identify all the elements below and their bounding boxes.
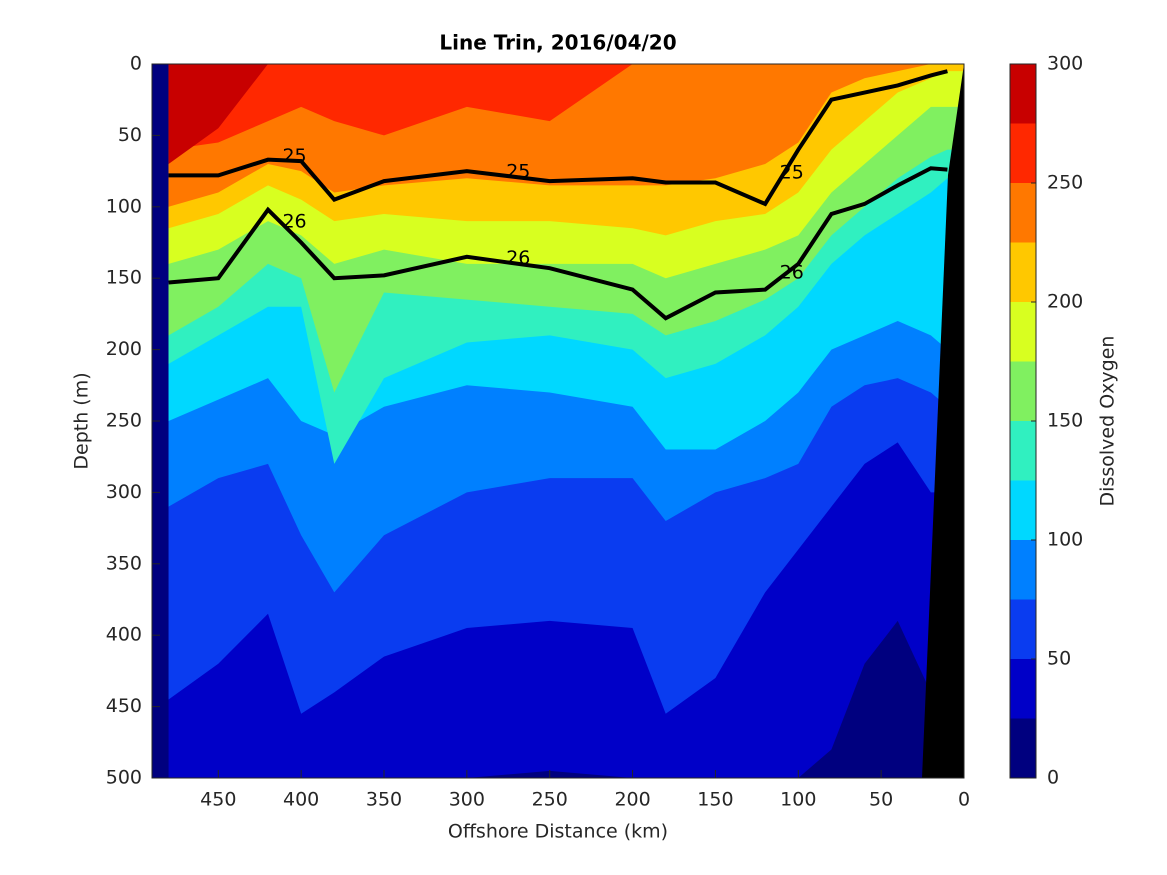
colorbar-tick-label: 0: [1047, 767, 1059, 789]
contour-fill: [168, 64, 964, 150]
colorbar-swatch: [1010, 540, 1036, 600]
colorbar-swatch: [1010, 718, 1036, 778]
y-tick-label: 350: [106, 552, 142, 574]
contour-label: 25: [282, 145, 306, 167]
colorbar-swatch: [1010, 659, 1036, 719]
x-tick-label: 300: [449, 789, 485, 811]
isopycnal-line: [168, 166, 948, 321]
contour-label: 25: [506, 161, 530, 183]
colorbar-tick-label: 200: [1047, 291, 1083, 313]
x-tick-label: 200: [614, 789, 650, 811]
y-tick-label: 300: [106, 481, 142, 503]
x-tick-label: 350: [366, 789, 402, 811]
colorbar-swatch: [1010, 242, 1036, 302]
colorbar-swatch: [1010, 183, 1036, 243]
contour-label: 26: [780, 261, 804, 283]
x-tick-label: 100: [780, 789, 816, 811]
contour-label: 26: [282, 211, 306, 233]
colorbar-tick-label: 300: [1047, 53, 1083, 75]
x-tick-label: 50: [869, 789, 893, 811]
x-tick-label: 150: [697, 789, 733, 811]
colorbar-tick-label: 250: [1047, 172, 1083, 194]
colorbar-swatch: [1010, 480, 1036, 540]
land-mask: [922, 64, 964, 778]
y-tick-label: 400: [106, 624, 142, 646]
colorbar-swatch: [1010, 123, 1036, 183]
plot-area: 25 25 25 26 26 26: [152, 64, 964, 778]
colorbar-tick-label: 150: [1047, 410, 1083, 432]
x-tick-label: 0: [958, 789, 970, 811]
colorbar-label: Dissolved Oxygen: [1097, 336, 1119, 507]
x-tick-label: 250: [532, 789, 568, 811]
x-tick-label: 450: [200, 789, 236, 811]
contour-label: 25: [780, 161, 804, 183]
colorbar-swatch: [1010, 599, 1036, 659]
y-tick-label: 0: [130, 53, 142, 75]
y-tick-label: 50: [118, 124, 142, 146]
x-axis-label: Offshore Distance (km): [448, 821, 668, 843]
y-tick-label: 250: [106, 410, 142, 432]
y-tick-label: 200: [106, 338, 142, 360]
y-tick-label: 500: [106, 767, 142, 789]
chart-title: Line Trin, 2016/04/20: [439, 31, 676, 55]
x-tick-label: 400: [283, 789, 319, 811]
colorbar-swatch: [1010, 361, 1036, 421]
y-tick-label: 450: [106, 695, 142, 717]
y-axis-label: Depth (m): [71, 372, 93, 469]
colorbar-swatch: [1010, 421, 1036, 481]
colorbar-tick-label: 50: [1047, 648, 1071, 670]
colorbar-tick-label: 100: [1047, 529, 1083, 551]
contour-label: 26: [506, 247, 530, 269]
y-tick-label: 150: [106, 267, 142, 289]
y-tick-label: 100: [106, 195, 142, 217]
colorbar-swatch: [1010, 302, 1036, 362]
isopycnal-line: [168, 69, 948, 207]
contour-fill: [168, 64, 964, 164]
colorbar-swatch: [1010, 64, 1036, 124]
